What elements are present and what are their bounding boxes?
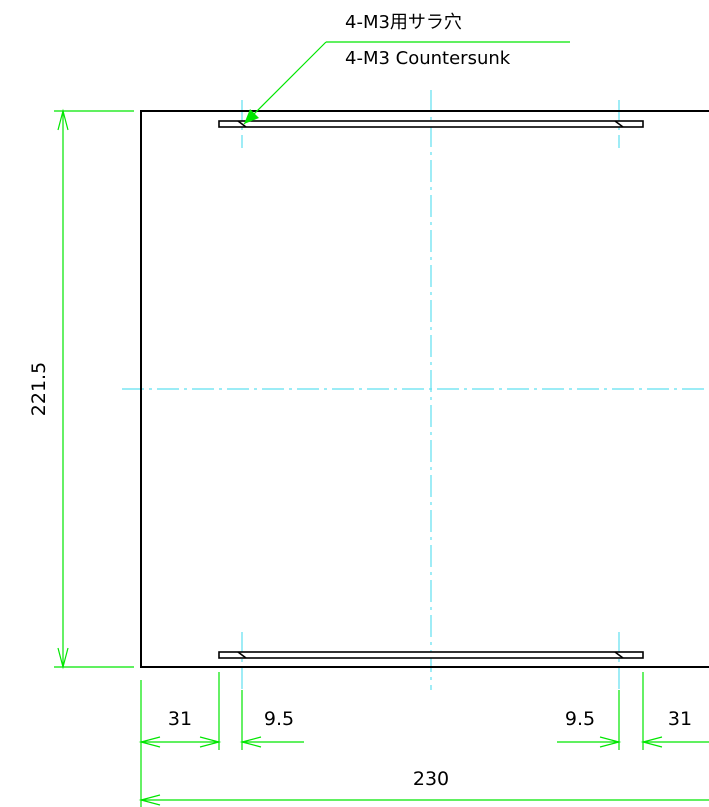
dim-31-right-arrow: [640, 736, 663, 748]
height-dimension: 221.5: [28, 108, 134, 670]
bottom-slot: [218, 651, 644, 659]
top-slot-countersink-left: [237, 120, 247, 128]
dim-31-right-label: 31: [668, 708, 692, 730]
callout-text-english: 4-M3 Countersunk: [345, 48, 511, 69]
dim-9-5-left-arrow: [239, 736, 262, 748]
height-arrow-bottom: [57, 647, 69, 670]
dim-31-left-arrow-l: [138, 736, 161, 748]
callout-arrowhead: [244, 109, 259, 124]
hole-callout: 4-M3用サラ穴 4-M3 Countersunk: [243, 12, 570, 125]
part-outline: [140, 110, 709, 668]
bottom-slot-countersink-right: [614, 651, 624, 659]
dim-9-5-left-label: 9.5: [264, 708, 294, 730]
dim-9-5-right-arrow: [599, 736, 622, 748]
dim-31-left-arrow-r: [199, 736, 222, 748]
callout-text-japanese: 4-M3用サラ穴: [345, 12, 462, 33]
extension-lines-bottom: [140, 672, 644, 807]
top-slot-countersink-right: [614, 120, 624, 128]
width-label: 230: [413, 768, 449, 790]
offset-dimensions: 31 9.5 9.5 31: [138, 708, 709, 748]
height-label: 221.5: [28, 362, 50, 416]
dim-31-left-label: 31: [168, 708, 192, 730]
height-arrow-top: [57, 108, 69, 131]
width-arrow-left: [138, 794, 161, 806]
dim-9-5-right-label: 9.5: [565, 708, 595, 730]
panel-outline: [140, 110, 709, 668]
width-dimension: 230: [138, 768, 709, 806]
top-slot: [218, 120, 644, 128]
bottom-slot-countersink-left: [237, 651, 247, 659]
callout-leader: [243, 41, 327, 125]
center-lines: [122, 90, 709, 690]
